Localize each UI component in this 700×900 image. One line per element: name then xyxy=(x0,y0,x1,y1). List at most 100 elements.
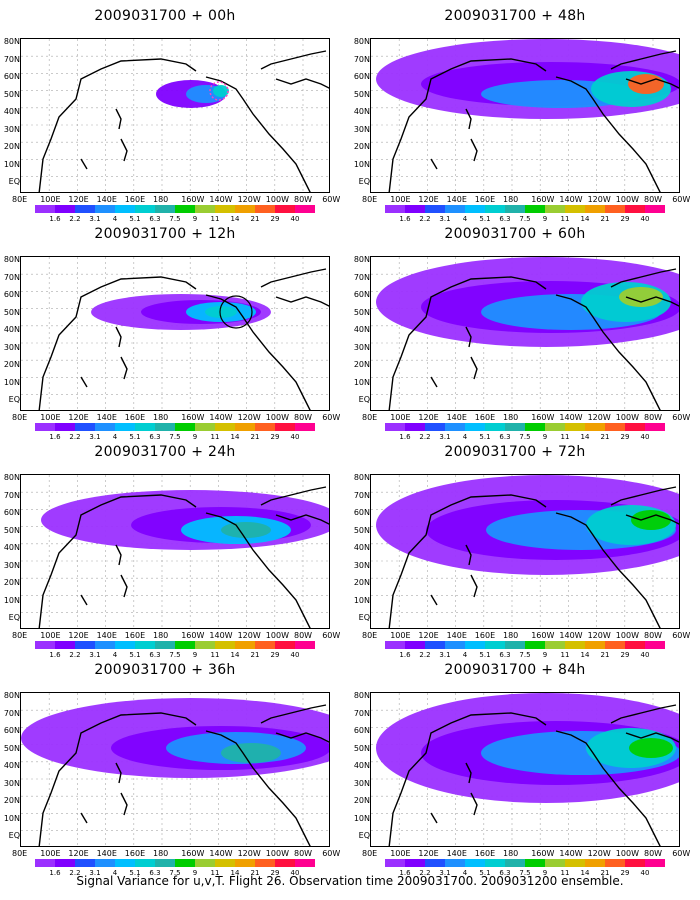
colorbar-label: 2.2 xyxy=(69,869,81,877)
coastline xyxy=(120,574,128,598)
colorbar-swatch xyxy=(585,423,605,431)
colorbar-swatch xyxy=(485,641,505,649)
colorbar-label: 9 xyxy=(192,651,198,659)
coastline xyxy=(625,78,679,89)
colorbar-swatch xyxy=(525,423,545,431)
latitude-label: 60N xyxy=(353,72,370,81)
colorbar-swatch xyxy=(215,423,235,431)
panel-title: 2009031700 + 84h xyxy=(444,662,586,678)
longitude-label: 140W xyxy=(209,413,233,422)
colorbar-label: 6.3 xyxy=(149,869,161,877)
latitude-label: 70N xyxy=(3,708,20,718)
colorbar-swatch xyxy=(625,859,645,867)
colorbar-swatch xyxy=(485,205,505,213)
colorbar-swatch xyxy=(135,205,155,213)
colorbar-swatch xyxy=(55,205,75,213)
colorbar-label: 3.1 xyxy=(89,215,101,223)
latitude-label: 20N xyxy=(353,578,370,587)
map-panel-48h: 2009031700 + 48h 80N 70N 60N 50N 40N 30N 20N 10N… xyxy=(350,8,690,223)
colorbar-label: 1.6 xyxy=(399,215,411,223)
colorbar-label: 5.1 xyxy=(129,215,141,223)
colorbar-swatch xyxy=(565,205,585,213)
colorbar-label: 11 xyxy=(560,651,570,659)
colorbar-swatch xyxy=(545,423,565,431)
colorbar xyxy=(385,205,665,213)
latitude-label: 20N xyxy=(353,796,370,805)
coastline xyxy=(470,356,478,380)
coastline xyxy=(205,76,311,192)
colorbar-swatch xyxy=(385,641,405,649)
latitude-label: 80N xyxy=(3,255,20,264)
latitude-label: 80N xyxy=(353,37,370,46)
colorbar-label: 40 xyxy=(640,433,650,441)
longitude-label: 180 xyxy=(503,631,519,640)
longitude-label: 180 xyxy=(503,195,519,204)
colorbar-swatch xyxy=(485,859,505,867)
latitude-label: 50N xyxy=(3,743,20,753)
latitude-label: 60N xyxy=(353,726,370,735)
longitude-label: 120W xyxy=(587,849,611,858)
colorbar-label: 5.1 xyxy=(479,651,491,659)
longitude-label: 80W xyxy=(294,195,313,204)
colorbar-swatch xyxy=(625,641,645,649)
colorbar-swatch xyxy=(525,205,545,213)
longitude-label: 160W xyxy=(181,849,205,858)
colorbar-label: 3.1 xyxy=(439,215,451,223)
colorbar-swatch xyxy=(385,423,405,431)
colorbar-swatch xyxy=(75,423,95,431)
longitude-label: 60W xyxy=(672,413,691,422)
colorbar xyxy=(385,641,665,649)
colorbar-label: 14 xyxy=(580,869,590,877)
colorbar-swatch xyxy=(255,205,275,213)
latitude-label: 30N xyxy=(353,778,370,788)
coastline xyxy=(470,792,478,816)
colorbar-label: 4 xyxy=(112,215,118,223)
longitude-label: 80W xyxy=(644,195,663,204)
longitude-label: 160W xyxy=(531,195,555,204)
colorbar-label: 11 xyxy=(560,869,570,877)
colorbar-swatch xyxy=(35,423,55,431)
colorbar-label: 1.6 xyxy=(399,869,411,877)
signal-variance-region xyxy=(631,510,671,530)
colorbar-label: 29 xyxy=(620,433,630,441)
longitude-label: 140E xyxy=(446,631,467,640)
colorbar-swatch xyxy=(175,641,195,649)
longitude-label: 160E xyxy=(474,413,496,422)
colorbar-swatch xyxy=(195,859,215,867)
colorbar-label: 1.6 xyxy=(399,433,411,441)
longitude-label: 140W xyxy=(209,631,233,640)
panel-title: 2009031700 + 48h xyxy=(444,8,586,24)
longitude-label: 120E xyxy=(418,195,439,204)
map-panel-60h: 2009031700 + 60h 80N 70N 60N 50N 40N 30N 20N 10N… xyxy=(350,226,690,441)
panel-title: 2009031700 + 36h xyxy=(94,662,236,678)
colorbar-label: 5.1 xyxy=(479,215,491,223)
colorbar-label: 3.1 xyxy=(439,651,451,659)
colorbar-swatch xyxy=(75,205,95,213)
colorbar-label: 4 xyxy=(112,869,118,877)
colorbar-label: 40 xyxy=(290,869,300,877)
coastline xyxy=(555,76,661,192)
coastline xyxy=(430,376,438,388)
colorbar-label: 5.1 xyxy=(129,433,141,441)
map-plot xyxy=(370,38,680,193)
longitude-label: 140E xyxy=(446,413,467,422)
map-panel-72h: 2009031700 + 72h 80N 70N 60N 50N 40N 30N 20N 10N… xyxy=(350,444,690,659)
longitude-label: 140W xyxy=(209,849,233,858)
latitude-label: 80N xyxy=(3,37,20,46)
colorbar-swatch xyxy=(115,859,135,867)
longitude-label: 100W xyxy=(615,413,639,422)
longitude-label: 160E xyxy=(124,195,146,204)
colorbar-label: 6.3 xyxy=(499,651,511,659)
longitude-label: 180 xyxy=(153,195,169,204)
latitude-label: 40N xyxy=(3,107,20,116)
latitude-label: 70N xyxy=(3,54,20,64)
colorbar-swatch xyxy=(425,205,445,213)
longitude-label: 100E xyxy=(40,631,61,640)
colorbar-swatch xyxy=(195,423,215,431)
latitude-label: EQ xyxy=(358,831,370,840)
longitude-label: 120W xyxy=(237,849,261,858)
colorbar-swatch xyxy=(135,859,155,867)
map-plot xyxy=(20,256,330,411)
longitude-label: 80E xyxy=(12,413,28,422)
colorbar-swatch xyxy=(175,859,195,867)
